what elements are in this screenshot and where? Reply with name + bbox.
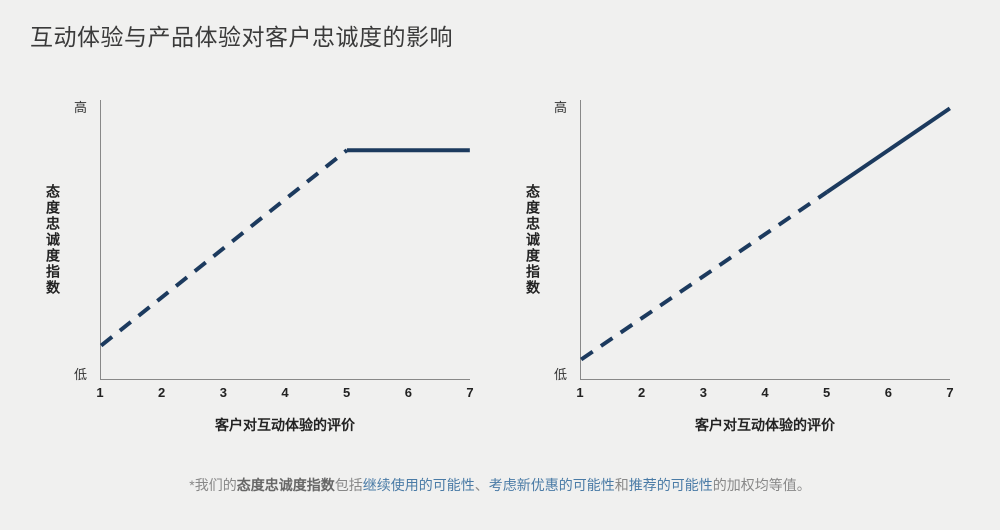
x-tick: 7 — [946, 385, 953, 400]
y-tick-top: 高 — [74, 97, 95, 116]
chart-right: 高 低 态度忠诚度指数 1 2 3 4 5 6 7 客户对互动体验的评价 — [515, 70, 965, 440]
y-tick-bottom: 低 — [74, 364, 95, 383]
footnote-link3: 推荐的可能性 — [629, 477, 713, 493]
footnote-bold: 态度忠诚度指数 — [237, 477, 335, 493]
footnote-prefix: *我们的 — [189, 477, 236, 493]
x-tick: 2 — [638, 385, 645, 400]
line-segment-solid — [827, 108, 950, 192]
y-axis-left: 高 低 态度忠诚度指数 — [35, 100, 95, 380]
footnote-sep1: 、 — [475, 477, 489, 493]
y-axis-label: 态度忠诚度指数 — [43, 184, 63, 296]
line-segment-dashed — [581, 192, 827, 359]
charts-row: 高 低 态度忠诚度指数 1 2 3 4 5 6 7 客户对互动体验的评价 高 低 态度忠诚度… — [0, 70, 1000, 440]
x-tick: 1 — [576, 385, 583, 400]
y-tick-bottom: 低 — [554, 364, 575, 383]
x-tick: 4 — [281, 385, 288, 400]
x-tick: 6 — [885, 385, 892, 400]
x-tick: 2 — [158, 385, 165, 400]
x-ticks-left: 1234567 — [100, 385, 470, 405]
x-tick: 6 — [405, 385, 412, 400]
footnote-suffix: 的加权均等值。 — [713, 477, 811, 493]
x-ticks-right: 1234567 — [580, 385, 950, 405]
footnote-mid1: 包括 — [335, 477, 363, 493]
x-tick: 3 — [220, 385, 227, 400]
line-svg-left — [101, 100, 470, 379]
x-axis-label-right: 客户对互动体验的评价 — [580, 415, 950, 435]
x-tick: 1 — [96, 385, 103, 400]
x-tick: 5 — [343, 385, 350, 400]
x-tick: 3 — [700, 385, 707, 400]
y-axis-right: 高 低 态度忠诚度指数 — [515, 100, 575, 380]
plot-area-left — [100, 100, 470, 380]
footnote-link1: 继续使用的可能性 — [363, 477, 475, 493]
footnote-link2: 考虑新优惠的可能性 — [489, 477, 615, 493]
plot-area-right — [580, 100, 950, 380]
y-tick-top: 高 — [554, 97, 575, 116]
line-segment-dashed — [101, 150, 347, 345]
x-tick: 7 — [466, 385, 473, 400]
y-axis-label: 态度忠诚度指数 — [523, 184, 543, 296]
x-axis-label-left: 客户对互动体验的评价 — [100, 415, 470, 435]
footnote-sep2: 和 — [615, 477, 629, 493]
x-tick: 4 — [761, 385, 768, 400]
footnote: *我们的态度忠诚度指数包括继续使用的可能性、考虑新优惠的可能性和推荐的可能性的加… — [0, 475, 1000, 495]
x-tick: 5 — [823, 385, 830, 400]
chart-left: 高 低 态度忠诚度指数 1 2 3 4 5 6 7 客户对互动体验的评价 — [35, 70, 485, 440]
line-svg-right — [581, 100, 950, 379]
page-title: 互动体验与产品体验对客户忠诚度的影响 — [30, 18, 453, 52]
